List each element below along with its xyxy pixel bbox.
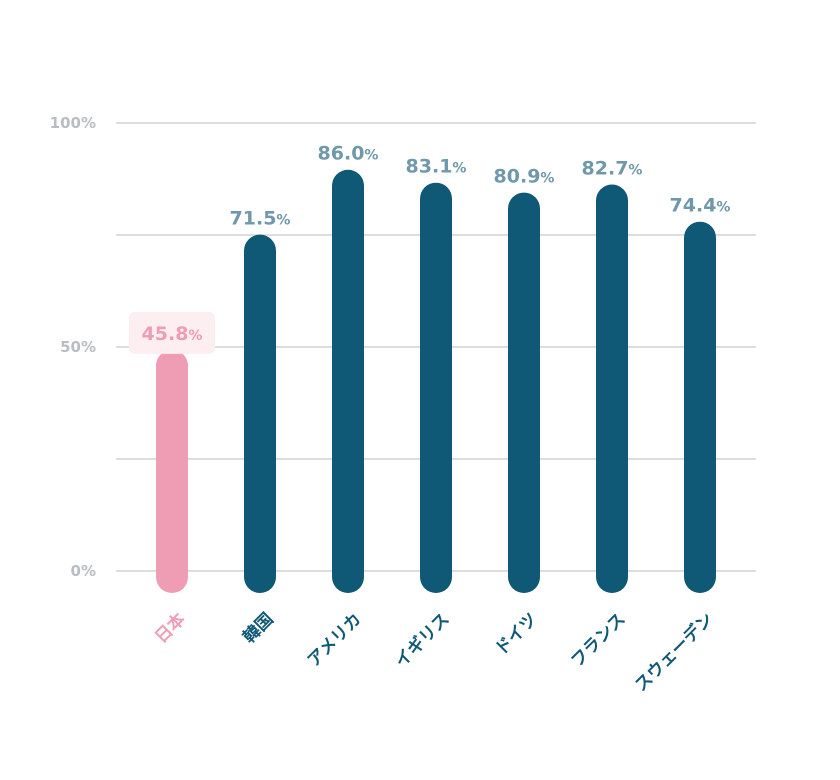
value-label: 80.9%: [494, 166, 555, 188]
category-label: フランス: [568, 609, 630, 671]
value-labels: 45.8% 71.5% 86.0% 83.1% 80.9% 82.7% 74.4%: [129, 143, 730, 354]
bar: [596, 184, 628, 593]
category-label: スウェーデン: [631, 609, 718, 696]
y-axis-ticks: 0% 50% 100%: [50, 114, 96, 580]
value-label: 83.1%: [406, 156, 467, 178]
bar: [684, 221, 716, 594]
category-label: アメリカ: [304, 609, 366, 671]
bar: [508, 192, 540, 593]
category-label: 日本: [151, 609, 190, 648]
value-label: 45.8%: [142, 323, 203, 345]
bar: [244, 234, 276, 593]
value-label: 74.4%: [670, 195, 731, 217]
y-tick-label: 0%: [71, 562, 96, 580]
bar: [332, 169, 364, 593]
category-label: イギリス: [391, 609, 453, 671]
bars: [156, 169, 716, 594]
value-label: 86.0%: [318, 143, 379, 165]
bar: [420, 182, 452, 593]
value-label: 71.5%: [230, 208, 291, 230]
y-tick-label: 50%: [60, 338, 96, 356]
value-label: 82.7%: [582, 158, 643, 180]
highlight-value-badge: [129, 311, 215, 354]
bar: [156, 349, 188, 593]
category-label: 韓国: [239, 609, 278, 648]
y-tick-label: 100%: [50, 114, 96, 132]
category-labels: 日本 韓国 アメリカ イギリス ドイツ フランス スウェーデン: [151, 609, 718, 696]
category-label: ドイツ: [491, 609, 541, 659]
